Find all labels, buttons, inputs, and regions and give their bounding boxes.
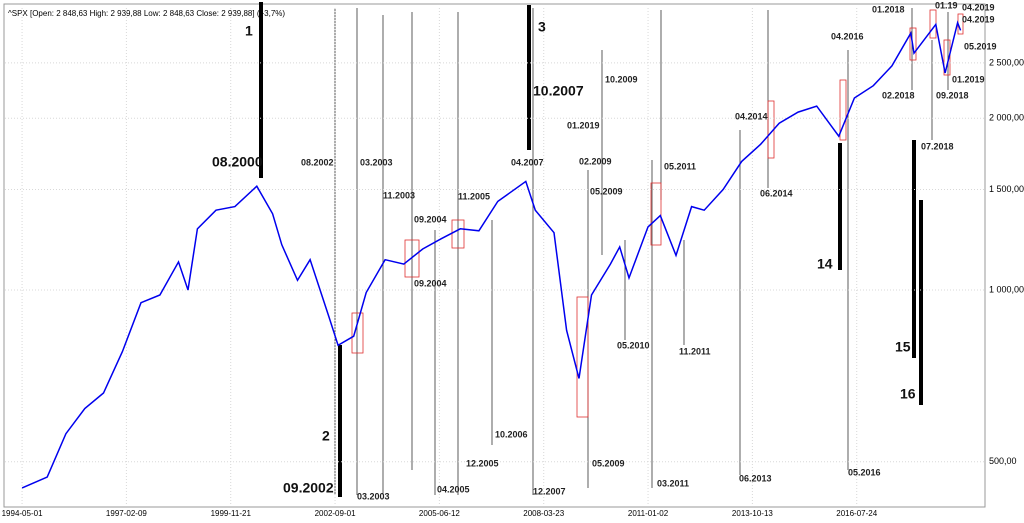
x-tick-label: 2005-06-12	[419, 509, 460, 518]
annotation: 05.2011	[664, 161, 696, 171]
annotation: 02.2018	[882, 90, 915, 100]
annotation: 12.2005	[466, 458, 499, 468]
annotation: 08.2002	[301, 157, 334, 167]
annotation: 05.2009	[592, 458, 625, 468]
chart-title: ^SPX [Open: 2 848,63 High: 2 939,88 Low:…	[8, 9, 285, 18]
annotation: 03.2003	[357, 491, 390, 501]
annotation: 14	[817, 256, 833, 272]
y-tick-label: 1 500,00	[989, 184, 1024, 194]
red-box	[351, 312, 364, 354]
annotation: 05.2016	[848, 467, 881, 477]
annotation: 15	[895, 339, 911, 355]
price-line	[21, 20, 962, 489]
annotation: 04.2016	[831, 31, 864, 41]
annotation: 09.2004	[414, 278, 447, 288]
red-box	[451, 219, 465, 249]
annotation: 04.2019	[962, 14, 995, 24]
x-tick-label: 1997-02-09	[106, 509, 147, 518]
x-tick-label: 2008-03-23	[523, 509, 564, 518]
annotation: 10.2007	[533, 83, 584, 99]
annotation: 05.2009	[590, 186, 623, 196]
annotation: 3	[538, 19, 546, 35]
annotation: 09.2018	[936, 90, 969, 100]
annotation: 04.2007	[511, 157, 544, 167]
annotation: 08.2000	[212, 154, 263, 170]
annotation: 03.2003	[360, 157, 393, 167]
annotation: 06.2014	[760, 188, 793, 198]
annotation: 04.2005	[437, 484, 470, 494]
plot-frame	[3, 3, 986, 508]
vertical-lines	[334, 8, 949, 495]
annotation: 1	[245, 23, 253, 39]
x-tick-label: 1999-11-21	[211, 509, 252, 518]
thick-bars	[259, 2, 923, 497]
annotation: 06.2013	[739, 473, 772, 483]
red-box	[839, 79, 847, 141]
red-box	[943, 39, 951, 76]
y-tick-label: 2 500,00	[989, 57, 1024, 67]
annotation: 12.2007	[533, 486, 566, 496]
annotation: 04.2014	[735, 111, 768, 121]
x-tick-label: 2011-01-02	[628, 509, 669, 518]
annotation: 2	[322, 428, 330, 444]
annotation: 01.2019	[567, 120, 600, 130]
annotation: 11.2005	[458, 191, 490, 201]
y-tick-label: 1 000,00	[989, 284, 1024, 294]
annotation: 07.2018	[921, 141, 954, 151]
y-tick-label: 500,00	[989, 456, 1017, 466]
x-tick-label: 1994-05-01	[2, 509, 43, 518]
annotation: 04.2019	[962, 2, 995, 12]
annotation: 01.19	[935, 0, 958, 10]
annotation: 11.2003	[383, 190, 415, 200]
x-tick-label: 2002-09-01	[315, 509, 356, 518]
x-tick-label: 2016-07-24	[836, 509, 877, 518]
annotation: 16	[900, 386, 916, 402]
red-box	[909, 27, 917, 61]
annotation: 01.2018	[872, 4, 905, 14]
annotation: 01.2019	[952, 74, 985, 84]
annotation: 10.2009	[605, 74, 638, 84]
annotation: 03.2011	[657, 478, 689, 488]
annotation: 10.2006	[495, 429, 528, 439]
red-box	[650, 182, 662, 246]
annotation: 09.2004	[414, 214, 447, 224]
annotation: 09.2002	[283, 480, 334, 496]
x-tick-label: 2013-10-13	[732, 509, 773, 518]
annotation: 05.2010	[617, 340, 650, 350]
annotation: 11.2011	[679, 346, 711, 356]
y-tick-label: 2 000,00	[989, 113, 1024, 123]
annotation: 02.2009	[579, 156, 612, 166]
red-box	[576, 296, 589, 418]
red-box	[404, 239, 420, 278]
annotation: 05.2019	[964, 41, 997, 51]
red-box	[929, 9, 937, 39]
